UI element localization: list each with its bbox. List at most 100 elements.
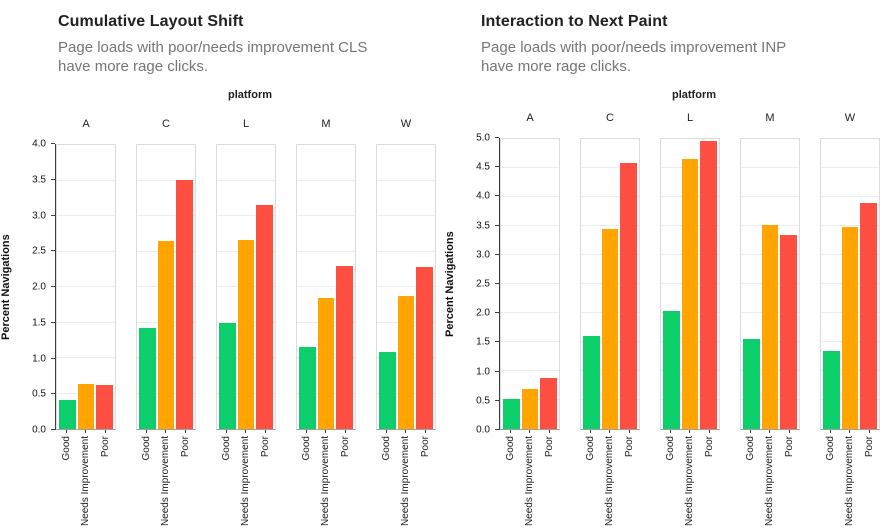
- x-labels: Good Needs Improvement Poor: [660, 430, 720, 526]
- gridline: [581, 196, 639, 197]
- facet-label: C: [606, 112, 614, 124]
- x-tick-mark: [344, 430, 346, 433]
- gridline: [57, 215, 115, 216]
- x-label-slot: Needs Improvement: [317, 430, 334, 526]
- x-labels: Good Needs Improvement Poor: [56, 430, 116, 526]
- facet-label: W: [844, 112, 856, 124]
- bar-poor: [176, 179, 194, 429]
- x-category-label: Needs Improvement: [160, 436, 172, 527]
- x-labels: Good Needs Improvement Poor: [580, 430, 640, 526]
- y-tick-label: 3.0: [32, 210, 46, 221]
- x-label-slot: Poor: [781, 430, 798, 526]
- facet-label: M: [765, 112, 775, 124]
- bar-needs-improvement: [761, 225, 779, 429]
- gridline: [501, 196, 559, 197]
- x-label-slot: Needs Improvement: [77, 430, 94, 526]
- y-tick-mark: [51, 321, 55, 323]
- gridline: [57, 286, 115, 287]
- facet-m: M Good Needs Improvement Poor: [296, 118, 356, 526]
- facet-panel: [740, 138, 800, 430]
- x-tick-mark: [529, 430, 531, 433]
- y-axis: Percent Navigations 0.0 0.5 1.0 1.5 2.0 2.5 3.0…: [0, 139, 56, 436]
- facet-panel: [216, 144, 276, 430]
- x-category-label: Poor: [623, 436, 635, 458]
- bar-needs-improvement: [397, 295, 415, 429]
- x-tick-mark: [245, 430, 247, 433]
- y-tick-mark: [495, 137, 499, 138]
- x-tick-mark: [708, 430, 710, 433]
- chart-subtitle-line-1: Page loads with poor/needs improvement I…: [481, 39, 787, 56]
- cls-chart-header: Cumulative Layout Shift Page loads with …: [0, 0, 444, 76]
- facet-label: L: [242, 118, 250, 130]
- x-tick-mark: [226, 430, 228, 433]
- facet-label: A: [526, 112, 534, 124]
- y-tick-mark: [495, 283, 499, 284]
- x-label-slot: Needs Improvement: [841, 430, 858, 526]
- facet-panel: [56, 144, 116, 430]
- bar-good: [823, 351, 840, 429]
- x-label-slot: Good: [662, 430, 679, 526]
- bars-group: [661, 139, 719, 429]
- x-label-slot: Needs Improvement: [237, 430, 254, 526]
- bar-good: [743, 338, 760, 429]
- bars-group: [581, 139, 639, 429]
- gridline: [821, 225, 879, 226]
- gridline: [377, 179, 435, 181]
- gridline: [821, 196, 879, 197]
- bar-needs-improvement: [237, 240, 255, 429]
- gridline: [377, 215, 435, 216]
- chart-title: Interaction to Next Paint: [481, 13, 668, 30]
- facet-panel: [580, 138, 640, 430]
- facet-panel: [820, 138, 880, 430]
- x-tick-mark: [184, 430, 186, 433]
- x-category-label: Good: [141, 436, 153, 461]
- bar-good: [219, 323, 236, 429]
- gridline: [137, 215, 195, 216]
- bar-good: [299, 346, 316, 429]
- y-tick-label: 2.5: [476, 278, 490, 290]
- y-tick-label: 2.5: [32, 245, 46, 257]
- x-label-slot: Needs Improvement: [157, 430, 174, 526]
- y-tick-mark: [495, 429, 499, 430]
- x-tick-mark: [769, 430, 771, 433]
- bars-group: [217, 145, 275, 429]
- bars-group: [137, 145, 195, 429]
- x-labels: Good Needs Improvement Poor: [296, 430, 356, 526]
- y-tick-label: 1.0: [476, 366, 490, 378]
- y-tick-label: 1.0: [32, 353, 46, 364]
- x-labels: Good Needs Improvement Poor: [136, 430, 196, 526]
- gridline: [57, 179, 115, 181]
- y-tick-label: 2.0: [476, 307, 490, 319]
- y-tick-label: 0.5: [32, 388, 46, 400]
- chart-subtitle-line-1: Page loads with poor/needs improvement C…: [58, 39, 368, 56]
- y-tick-label: 0.5: [476, 395, 490, 407]
- x-label-slot: Poor: [337, 430, 354, 526]
- x-tick-mark: [670, 430, 672, 433]
- bar-poor: [860, 202, 878, 429]
- x-labels: Good Needs Improvement Poor: [820, 430, 880, 526]
- facet-panel: [660, 138, 720, 430]
- y-tick-label: 1.5: [476, 336, 490, 348]
- gridline: [377, 250, 435, 252]
- gridline: [297, 250, 355, 252]
- bar-good: [139, 328, 156, 429]
- y-tick-mark: [51, 178, 55, 180]
- y-tick-mark: [51, 286, 55, 287]
- gridline: [501, 341, 559, 342]
- x-category-label: Good: [381, 436, 393, 461]
- facets-row: A Good Needs Improvement Poor C Good Needs Imp…: [500, 112, 880, 526]
- gridline: [501, 312, 559, 313]
- x-category-label: Poor: [703, 436, 715, 458]
- y-tick-mark: [495, 399, 499, 401]
- x-category-label: Needs Improvement: [400, 436, 412, 527]
- x-category-label: Poor: [419, 436, 431, 458]
- y-tick-label: 0.0: [476, 424, 490, 436]
- y-tick-mark: [495, 253, 499, 255]
- x-label-slot: Good: [582, 430, 599, 526]
- bar-good: [503, 398, 520, 429]
- gridline: [297, 215, 355, 216]
- bar-good: [379, 352, 396, 429]
- facet-w: W Good Needs Improvement Poor: [820, 112, 880, 526]
- gridline: [57, 250, 115, 252]
- x-label-slot: Needs Improvement: [681, 430, 698, 526]
